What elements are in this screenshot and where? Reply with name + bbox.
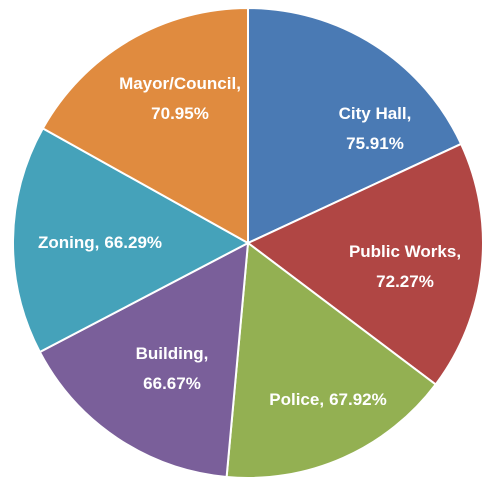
category-label: Zoning (38, 233, 95, 252)
pie-slice (225, 241, 438, 479)
value-label: 72.27% (376, 272, 434, 291)
label-separator: , (204, 344, 209, 363)
data-label: Public Works, 72.27% (349, 242, 461, 291)
label-separator: , (407, 104, 412, 123)
value-label: 66.29% (104, 233, 162, 252)
data-label: Building, 66.67% (136, 344, 209, 393)
value-label: 67.92% (329, 390, 387, 409)
data-label: Zoning, 66.29% (38, 233, 162, 252)
data-label: Police, 67.92% (269, 390, 387, 409)
label-separator: , (95, 233, 100, 252)
category-label: Police (269, 390, 319, 409)
pie-slice (41, 6, 249, 245)
pie-slice (247, 6, 463, 245)
pie-slice (38, 241, 250, 479)
category-label: Mayor/Council (119, 74, 236, 93)
label-separator: , (236, 74, 241, 93)
data-label: Mayor/Council, 70.95% (119, 74, 241, 123)
value-label: 70.95% (151, 104, 209, 123)
value-label: 75.91% (346, 134, 404, 153)
value-label: 66.67% (143, 374, 201, 393)
category-label: City Hall (339, 104, 407, 123)
data-label: City Hall, 75.91% (339, 104, 412, 153)
label-separator: , (456, 242, 461, 261)
pie-slice (246, 142, 484, 386)
pie-slice (12, 127, 251, 354)
label-separator: , (319, 390, 324, 409)
category-label: Public Works (349, 242, 456, 261)
category-label: Building (136, 344, 204, 363)
